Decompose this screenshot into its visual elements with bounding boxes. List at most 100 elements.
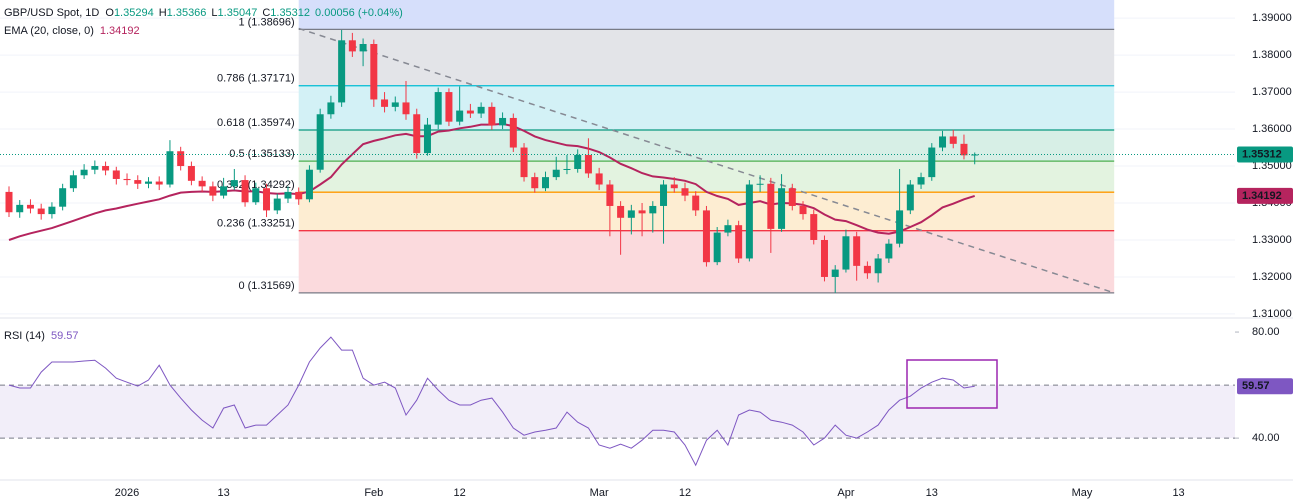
- candle-body: [338, 40, 346, 103]
- x-tick-label: Mar: [590, 487, 609, 499]
- candle-body: [928, 147, 936, 178]
- candle-body: [80, 169, 88, 176]
- candle-body: [187, 166, 195, 181]
- rsi-value: 59.57: [51, 330, 79, 342]
- candle-body: [552, 169, 560, 178]
- ema-value: 1.34192: [100, 25, 140, 37]
- x-tick-label: 13: [1172, 487, 1184, 499]
- fib-level-label: 0.618 (1.35974): [217, 117, 295, 129]
- y-tick-label: 1.32000: [1252, 271, 1292, 283]
- candle-body: [971, 154, 979, 156]
- y-tick-label: 1.36000: [1252, 123, 1292, 135]
- candle-body: [445, 92, 453, 122]
- candle-body: [144, 181, 152, 184]
- candle-body: [391, 102, 399, 107]
- candle-body: [5, 191, 13, 213]
- ema-badge: 1.34192: [1242, 190, 1282, 202]
- fib-level-label: 0 (1.31569): [238, 280, 294, 292]
- candle-body: [230, 180, 238, 187]
- rsi-name: RSI (14): [4, 330, 45, 342]
- ema-badge-bg: [1237, 187, 1293, 204]
- y-tick-label: 1.38000: [1252, 49, 1292, 61]
- candle-body: [842, 236, 850, 270]
- candle-body: [48, 206, 56, 215]
- x-tick-label: May: [1072, 487, 1093, 499]
- candle-body: [37, 208, 45, 215]
- y-tick-label: 1.39000: [1252, 12, 1292, 24]
- candle-body: [59, 188, 67, 207]
- x-tick-label: 12: [679, 487, 691, 499]
- fib-level-label: 0.236 (1.33251): [217, 218, 295, 230]
- candle-body: [102, 166, 110, 171]
- candle-body: [745, 184, 753, 259]
- rsi-band-fill: [0, 385, 1235, 439]
- candle-body: [563, 168, 571, 170]
- candle-body: [413, 114, 421, 154]
- rsi-badge: 59.57: [1242, 380, 1270, 392]
- candle-body: [112, 170, 120, 179]
- candle-body: [477, 106, 485, 114]
- candle-body: [273, 198, 281, 211]
- last-price-badge-bg: [1237, 146, 1293, 163]
- candle-body: [520, 147, 528, 178]
- candle-body: [820, 239, 828, 277]
- ohlc-value: 1.35312: [270, 7, 310, 19]
- fib-level-label: 1 (1.38696): [238, 16, 294, 28]
- fib-extension-band: [298, 0, 1115, 30]
- candle-body: [198, 180, 206, 187]
- candle-body: [681, 188, 689, 196]
- fib-band: [298, 161, 1115, 193]
- candle-body: [252, 188, 260, 203]
- candle-body: [348, 40, 356, 52]
- candle-body: [134, 180, 142, 184]
- x-tick-label: 13: [926, 487, 938, 499]
- candle-body: [756, 183, 764, 185]
- candle-body: [885, 243, 893, 259]
- candle-body: [466, 110, 474, 114]
- candle-body: [359, 44, 367, 52]
- candle-body: [713, 232, 721, 263]
- ohlc-label: H: [159, 7, 167, 19]
- candle-body: [906, 184, 914, 211]
- y-tick-label: 1.37000: [1252, 86, 1292, 98]
- ohlc-label: O: [105, 7, 114, 19]
- candle-body: [381, 99, 389, 107]
- candle-body: [917, 177, 925, 185]
- x-tick-label: Feb: [364, 487, 383, 499]
- candle-body: [724, 225, 732, 233]
- candle-body: [327, 102, 335, 115]
- candle-body: [778, 188, 786, 229]
- candle-body: [26, 204, 34, 209]
- candle-body: [166, 151, 174, 185]
- candle-body: [692, 195, 700, 211]
- candle-body: [316, 114, 324, 170]
- candle-body: [584, 154, 592, 174]
- ema-name: EMA (20, close, 0): [4, 25, 94, 37]
- candle-body: [874, 258, 882, 274]
- candle-body: [595, 173, 603, 185]
- y-tick-label: 1.35000: [1252, 160, 1292, 172]
- fib-band: [298, 85, 1115, 131]
- candle-body: [627, 210, 635, 218]
- ohlc-label: L: [211, 7, 217, 19]
- candle-body: [241, 180, 249, 203]
- candle-body: [305, 169, 313, 200]
- candle-body: [949, 136, 957, 144]
- candle-body: [370, 44, 378, 100]
- candle-body: [402, 102, 410, 115]
- ema-legend: EMA (20, close, 0) 1.34192: [4, 25, 140, 37]
- candle-body: [896, 210, 904, 244]
- candle-body: [767, 183, 775, 229]
- candle-body: [423, 124, 431, 154]
- last-price-badge: 1.35312: [1242, 148, 1282, 160]
- background-layer: 1 (1.38696) 0.786 (1.37171) 0.618 (1.35974…: [0, 0, 1235, 467]
- candle-body: [488, 106, 496, 126]
- candle-body: [284, 191, 292, 199]
- candle-body: [606, 184, 614, 206]
- candle-body: [939, 136, 947, 148]
- candle-body: [91, 166, 99, 170]
- y-tick-label: 80.00: [1252, 326, 1280, 338]
- fib-level-label: 0.786 (1.37171): [217, 73, 295, 85]
- fib-band: [298, 130, 1115, 162]
